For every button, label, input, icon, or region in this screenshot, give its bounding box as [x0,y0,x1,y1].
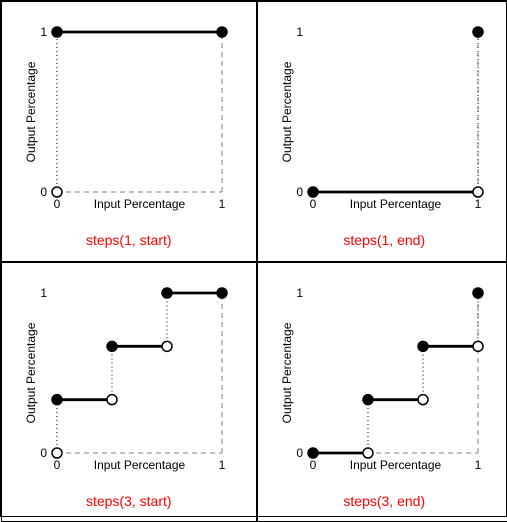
svg-text:0: 0 [309,458,316,472]
filled-marker [52,394,62,404]
filled-marker [418,341,428,351]
filled-marker [473,288,483,298]
filled-marker [217,27,227,37]
svg-text:0: 0 [296,185,303,199]
open-marker [52,448,62,458]
panel-2: 0 1 0 1 Input Percentage Output Percentage ste… [1,262,257,522]
filled-marker [162,288,172,298]
y-axis-label: Output Percentage [24,61,38,162]
open-marker [473,341,483,351]
svg-text:0: 0 [40,185,47,199]
svg-text:0: 0 [309,197,316,211]
svg-text:0: 0 [40,446,47,460]
svg-text:1: 1 [474,197,481,211]
filled-marker [308,448,318,458]
open-marker [362,448,372,458]
panel-svg: 0 1 0 1 Input Percentage Output Percentage [2,2,256,261]
x-axis-label: Input Percentage [94,197,186,211]
panel-caption: steps(1, start) [2,232,256,248]
panel-caption: steps(1, end) [258,232,507,248]
panel-svg: 0 1 0 1 Input Percentage Output Percentage [258,2,507,261]
panel-svg: 0 1 0 1 Input Percentage Output Percentage [258,263,507,522]
svg-text:0: 0 [54,197,61,211]
filled-marker [473,27,483,37]
x-axis-label: Input Percentage [349,197,441,211]
svg-text:1: 1 [40,286,47,300]
step-function-grid: 0 1 0 1 Input Percentage Output Percentage ste… [0,0,507,517]
svg-text:1: 1 [40,25,47,39]
panel-3: 0 1 0 1 Input Percentage Output Percentage ste… [257,262,507,522]
panel-0: 0 1 0 1 Input Percentage Output Percentage ste… [1,1,257,262]
panel-caption: steps(3, end) [258,493,507,509]
svg-text:0: 0 [54,458,61,472]
svg-text:1: 1 [296,25,303,39]
svg-text:1: 1 [219,197,226,211]
panel-svg: 0 1 0 1 Input Percentage Output Percentage [2,263,256,522]
svg-text:1: 1 [296,286,303,300]
open-marker [162,341,172,351]
open-marker [52,187,62,197]
svg-text:0: 0 [296,446,303,460]
y-axis-label: Output Percentage [24,322,38,423]
open-marker [473,187,483,197]
panel-caption: steps(3, start) [2,493,256,509]
filled-marker [308,187,318,197]
x-axis-label: Input Percentage [94,458,186,472]
filled-marker [217,288,227,298]
open-marker [418,394,428,404]
svg-text:1: 1 [474,458,481,472]
svg-text:1: 1 [219,458,226,472]
open-marker [107,394,117,404]
filled-marker [362,394,372,404]
filled-marker [107,341,117,351]
filled-marker [52,27,62,37]
y-axis-label: Output Percentage [280,61,294,162]
x-axis-label: Input Percentage [349,458,441,472]
y-axis-label: Output Percentage [280,322,294,423]
panel-1: 0 1 0 1 Input Percentage Output Percentage ste… [257,1,507,262]
